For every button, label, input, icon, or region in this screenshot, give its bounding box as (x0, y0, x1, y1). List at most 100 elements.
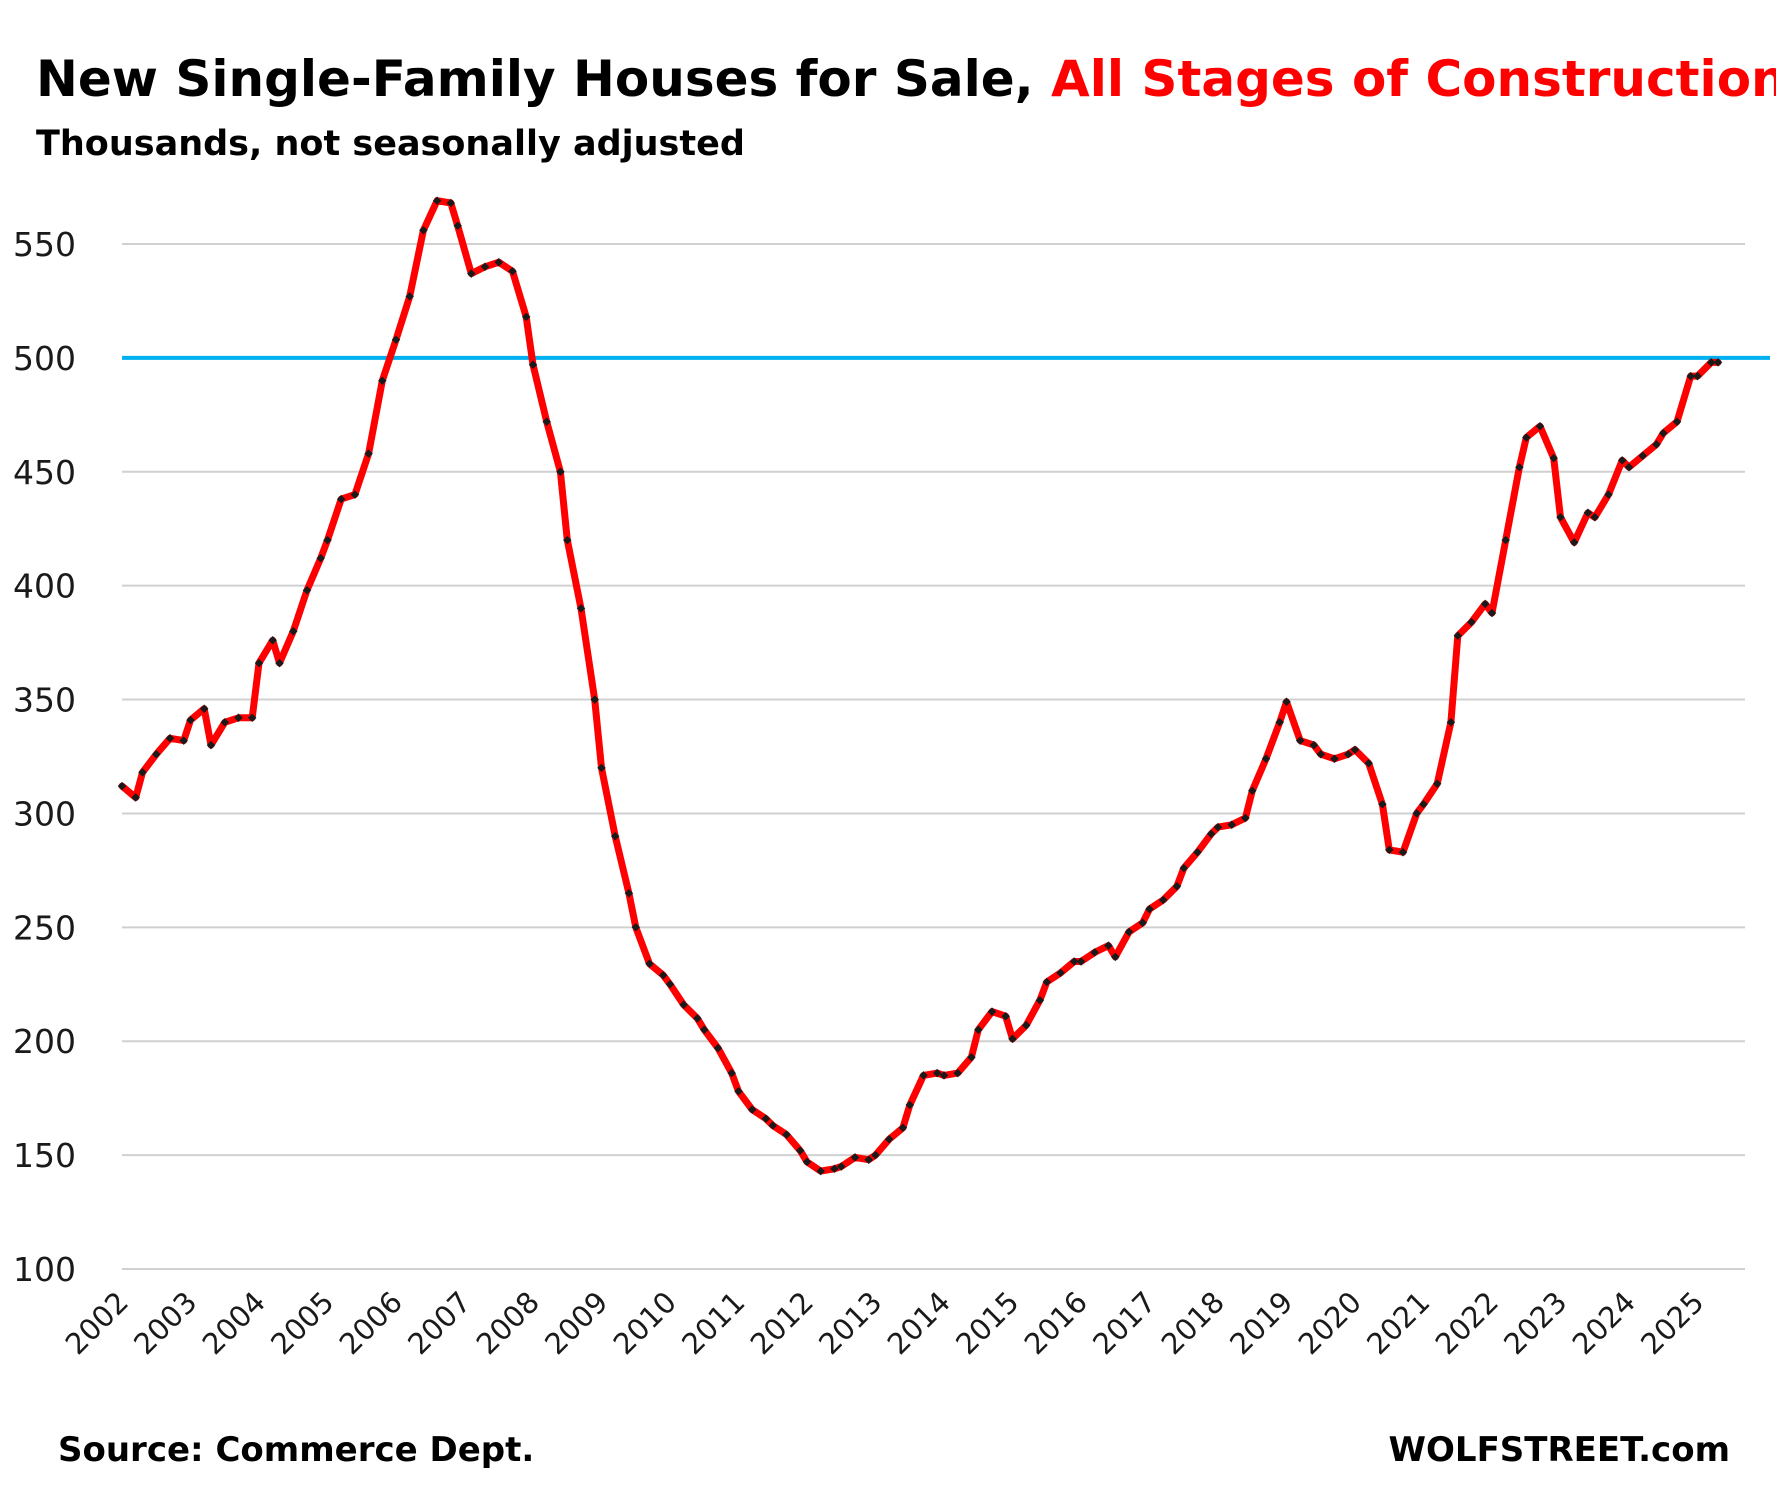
data-point (1590, 513, 1600, 522)
data-point (1378, 800, 1387, 809)
y-tick-label: 300 (13, 794, 76, 833)
data-point (610, 831, 620, 841)
data-point (254, 658, 264, 668)
data-point (1056, 968, 1065, 978)
data-point (1069, 957, 1079, 966)
data-point (323, 535, 332, 545)
x-tick-label: 2017 (1086, 1285, 1162, 1361)
data-point (467, 269, 476, 278)
data-point (1713, 358, 1723, 367)
data-point (1206, 829, 1216, 839)
data-point (1042, 977, 1052, 987)
x-tick-label: 2018 (1155, 1285, 1231, 1361)
x-tick-label: 2016 (1018, 1285, 1094, 1361)
x-tick-label: 2005 (264, 1285, 340, 1361)
data-point (521, 312, 531, 322)
data-point (378, 376, 387, 385)
data-point (1617, 456, 1627, 465)
x-tick-label: 2003 (127, 1285, 203, 1361)
data-point (1090, 948, 1099, 957)
data-point (1419, 800, 1428, 809)
data-point (1624, 462, 1634, 472)
series-line-0 (118, 197, 1722, 1175)
data-point (884, 1134, 894, 1144)
data-point (1193, 847, 1202, 857)
data-point (1412, 809, 1421, 818)
data-point (556, 467, 565, 477)
x-tick-label: 2020 (1292, 1285, 1368, 1361)
data-point (446, 198, 456, 208)
y-tick-label: 250 (13, 908, 76, 947)
data-point (1124, 927, 1134, 937)
data-point (693, 1014, 702, 1023)
data-point (939, 1071, 949, 1080)
data-point (405, 292, 414, 301)
data-point (542, 417, 551, 426)
data-point (1350, 745, 1360, 754)
data-point (336, 494, 346, 504)
data-point (1111, 952, 1120, 962)
x-tick-label: 2004 (196, 1285, 272, 1361)
data-point (974, 1025, 983, 1035)
data-point (1432, 779, 1442, 789)
x-tick-label: 2007 (401, 1285, 477, 1361)
data-point (679, 1000, 688, 1010)
y-tick-label: 200 (13, 1022, 76, 1061)
data-point (1213, 822, 1223, 832)
chart-title-main: New Single-Family Houses for Sale, (36, 50, 1051, 108)
x-tick-label: 2009 (538, 1285, 614, 1361)
data-point (1515, 462, 1524, 472)
x-tick-label: 2019 (1223, 1285, 1299, 1361)
data-point (1659, 428, 1668, 438)
data-point (761, 1114, 771, 1123)
data-point (364, 449, 373, 458)
data-point (419, 226, 428, 235)
data-point (1316, 749, 1326, 759)
x-tick-label: 2024 (1566, 1285, 1642, 1361)
data-point (1446, 718, 1456, 727)
data-point (302, 585, 312, 595)
x-tick-label: 2008 (470, 1285, 546, 1361)
data-point (1241, 813, 1250, 823)
y-tick-label: 150 (13, 1136, 76, 1175)
y-tick-label: 500 (13, 339, 76, 378)
y-tick-label: 450 (13, 453, 76, 492)
data-point (576, 604, 586, 613)
data-point (802, 1157, 812, 1167)
x-tick-label: 2006 (333, 1285, 409, 1361)
x-tick-label: 2023 (1497, 1285, 1573, 1361)
data-point (727, 1068, 736, 1078)
data-point (1453, 631, 1463, 641)
data-point (1227, 820, 1236, 830)
data-point (1309, 740, 1319, 750)
data-point (898, 1123, 908, 1133)
x-tick-label: 2013 (812, 1285, 888, 1361)
data-point (1145, 904, 1154, 914)
data-point (1364, 759, 1373, 768)
data-point (1583, 508, 1593, 518)
data-point (1693, 371, 1702, 381)
x-axis-tick-labels: 2002200320042005200620072008200920102011… (59, 1285, 1711, 1361)
x-tick-label: 2022 (1429, 1285, 1505, 1361)
data-point (350, 490, 360, 499)
data-point (1275, 718, 1284, 727)
data-point (747, 1105, 757, 1114)
brand-label: WOLFSTREET.com (1389, 1430, 1731, 1470)
y-tick-label: 350 (13, 681, 76, 720)
data-point (1604, 490, 1613, 499)
data-point (919, 1071, 928, 1080)
chart-title-highlight: All Stages of Construction (1051, 50, 1776, 108)
data-point (275, 658, 284, 668)
data-point (1686, 371, 1695, 381)
data-point (1282, 697, 1291, 707)
series-group (117, 196, 1723, 1176)
data-point (700, 1025, 709, 1035)
x-tick-label: 2015 (949, 1285, 1025, 1361)
data-point (1556, 513, 1565, 522)
x-tick-label: 2014 (881, 1285, 957, 1361)
data-point (480, 262, 490, 272)
x-tick-label: 2010 (607, 1285, 683, 1361)
grid-lines (122, 243, 1745, 1270)
data-point (1295, 736, 1305, 745)
